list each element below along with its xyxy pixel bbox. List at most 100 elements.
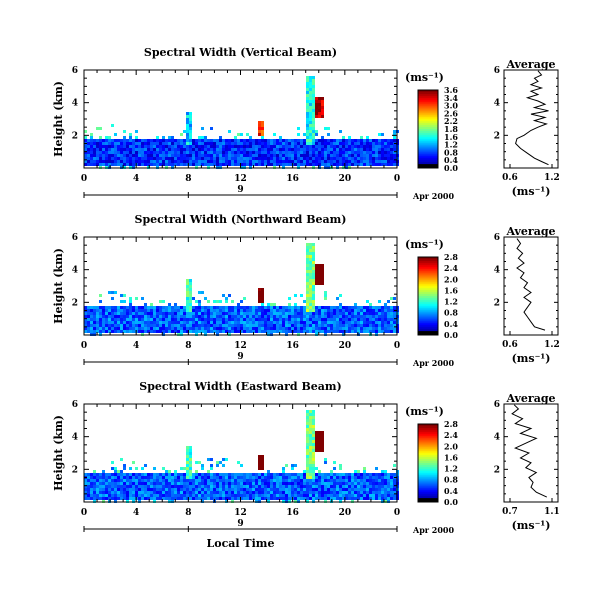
heatmap-cell (306, 88, 309, 91)
heatmap-cell (378, 139, 381, 142)
heatmap-cell (312, 476, 315, 479)
heatmap-cell (342, 136, 345, 139)
heatmap-cell (375, 482, 378, 485)
heatmap-cell (357, 318, 360, 321)
heatmap-cell (348, 151, 351, 154)
heatmap-cell (258, 154, 261, 157)
colorbar-tick-label: 1.2 (444, 297, 458, 307)
heatmap-cell (240, 154, 243, 157)
heatmap-cell (261, 309, 264, 312)
heatmap-cell (144, 497, 147, 500)
heatmap-cell (276, 488, 279, 491)
heatmap-cell (321, 270, 324, 273)
heatmap-cell (135, 151, 138, 154)
heatmap-cell (330, 318, 333, 321)
heatmap-cell (291, 479, 294, 482)
heatmap-cell (384, 491, 387, 494)
heatmap-cell (300, 497, 303, 500)
heatmap-cell (201, 485, 204, 488)
heatmap-cell (231, 318, 234, 321)
heatmap-cell (309, 255, 312, 258)
heatmap-cell (183, 154, 186, 157)
heatmap-cell (141, 151, 144, 154)
heatmap-cell (312, 434, 315, 437)
heatmap-cell (336, 163, 339, 166)
heatmap-cell (387, 473, 390, 476)
heatmap-cell (294, 306, 297, 309)
heatmap-cell (144, 309, 147, 312)
heatmap-cell (222, 494, 225, 497)
heatmap-cell (135, 312, 138, 315)
heatmap-cell (240, 485, 243, 488)
heatmap-cell (342, 497, 345, 500)
heatmap-cell (306, 249, 309, 252)
heatmap-cell (138, 330, 141, 333)
heatmap-cell (333, 473, 336, 476)
heatmap-cell (99, 136, 102, 139)
heatmap-cell (309, 315, 312, 318)
heatmap-cell (123, 473, 126, 476)
heatmap-cell (246, 145, 249, 148)
heatmap-cell (162, 476, 165, 479)
heatmap-cell (216, 485, 219, 488)
heatmap-cell (93, 151, 96, 154)
heatmap-cell (186, 288, 189, 291)
heatmap-cell (363, 142, 366, 145)
heatmap-cell (237, 157, 240, 160)
heatmap-cell (372, 324, 375, 327)
colorbar-frame (417, 423, 439, 503)
heatmap-cell (309, 467, 312, 470)
heatmap-cell (129, 300, 132, 303)
heatmap-cell (102, 306, 105, 309)
heatmap-cell (372, 151, 375, 154)
heatmap-cell (282, 157, 285, 160)
heatmap-cell (189, 452, 192, 455)
heatmap-cell (147, 324, 150, 327)
heatmap-cell (369, 476, 372, 479)
heatmap-cell (177, 145, 180, 148)
heatmap-cell (351, 318, 354, 321)
heatmap-cell (132, 139, 135, 142)
heatmap-cell (195, 163, 198, 166)
heatmap-cell (312, 437, 315, 440)
heatmap-cell (174, 157, 177, 160)
heatmap-cell (342, 157, 345, 160)
heatmap-cell (291, 491, 294, 494)
heatmap-cell (114, 145, 117, 148)
heatmap-cell (273, 315, 276, 318)
heatmap-cell (294, 163, 297, 166)
heatmap-cell (153, 324, 156, 327)
heatmap-cell (318, 497, 321, 500)
heatmap-cell (240, 142, 243, 145)
heatmap-cell (141, 330, 144, 333)
heatmap-cell (195, 142, 198, 145)
heatmap-cell (288, 160, 291, 163)
heatmap-cell (231, 300, 234, 303)
heatmap-cell (84, 488, 87, 491)
colorbar-segment (418, 136, 438, 140)
heatmap-cell (162, 160, 165, 163)
heatmap-cell (240, 145, 243, 148)
heatmap-cell (264, 488, 267, 491)
heatmap-cell (387, 321, 390, 324)
heatmap-cell (225, 473, 228, 476)
heatmap-cell (318, 437, 321, 440)
heatmap-cell (327, 476, 330, 479)
heatmap-cell (279, 151, 282, 154)
heatmap-cell (288, 321, 291, 324)
average-y-tick-label: 2 (494, 465, 500, 475)
heatmap-cell (237, 318, 240, 321)
heatmap-cell (129, 163, 132, 166)
colorbar-segment (418, 258, 438, 262)
heatmap-cell (288, 494, 291, 497)
heatmap-cell (255, 309, 258, 312)
heatmap-cell (333, 145, 336, 148)
heatmap-cell (384, 324, 387, 327)
heatmap-cell (276, 163, 279, 166)
heatmap-cell (150, 157, 153, 160)
heatmap-cell (318, 154, 321, 157)
heatmap-cell (351, 482, 354, 485)
heatmap-cell (288, 139, 291, 142)
average-profile-line (516, 238, 546, 331)
heatmap-cell (219, 151, 222, 154)
